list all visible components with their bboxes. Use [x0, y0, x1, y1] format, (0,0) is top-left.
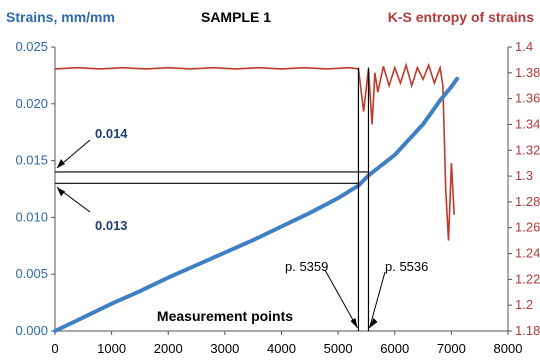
- y-tick-left-label: 0.010: [15, 209, 48, 224]
- y-tick-left-label: 0.000: [15, 323, 48, 338]
- x-tick-label: 1000: [97, 341, 126, 356]
- y-tick-right-label: 1.22: [515, 271, 540, 286]
- y-tick-right-label: 1.36: [515, 91, 540, 106]
- series-entropy-line: [54, 62, 455, 241]
- y-tick-left-label: 0.020: [15, 96, 48, 111]
- annotation-p5536: p. 5536: [385, 259, 428, 274]
- x-tick-label: 0: [51, 341, 58, 356]
- x-tick-label: 2000: [154, 341, 183, 356]
- y-tick-left-label: 0.025: [15, 39, 48, 54]
- arrow-head-0014: [57, 158, 65, 168]
- y-tick-right-label: 1.26: [515, 220, 540, 235]
- left-axis-title: Strains, mm/mm: [6, 9, 115, 25]
- y-tick-right-label: 1.2: [515, 297, 533, 312]
- x-tick-label: 8000: [494, 341, 523, 356]
- arrow-head-p5359: [350, 318, 358, 328]
- x-tick-label: 7000: [437, 341, 466, 356]
- annotation-layer: 0.014 0.013 p. 5359 p. 5536: [55, 67, 428, 331]
- annotation-p5359: p. 5359: [285, 259, 328, 274]
- annotation-0014: 0.014: [95, 126, 128, 141]
- annotation-0013: 0.013: [95, 218, 128, 233]
- right-axis-title: K-S entropy of strains: [388, 9, 534, 25]
- y-tick-right-label: 1.24: [515, 246, 540, 261]
- y-tick-right-label: 1.4: [515, 39, 533, 54]
- series-strain-line: [53, 76, 459, 333]
- y-tick-right-label: 1.38: [515, 65, 540, 80]
- x-tick-label: 5000: [324, 341, 353, 356]
- y-tick-right-label: 1.28: [515, 194, 540, 209]
- y-tick-right-label: 1.3: [515, 168, 533, 183]
- series-layer: [53, 62, 459, 333]
- arrow-head-0013: [57, 187, 65, 197]
- y-tick-left-label: 0.005: [15, 266, 48, 281]
- arrow-head-p5536: [369, 318, 378, 328]
- axes-group: 0.000 0.005 0.010 0.015 0.020 0.025 1.18 1.2 1.2…: [15, 39, 540, 356]
- x-tick-label: 3000: [210, 341, 239, 356]
- y-tick-right-label: 1.34: [515, 116, 540, 131]
- x-tick-label: 4000: [267, 341, 296, 356]
- chart-title: SAMPLE 1: [201, 9, 271, 25]
- arrow-p5359: [324, 269, 358, 329]
- x-tick-label: 6000: [380, 341, 409, 356]
- y-tick-right-label: 1.18: [515, 323, 540, 338]
- arrow-p5536: [368, 271, 386, 329]
- y-tick-right-label: 1.32: [515, 142, 540, 157]
- y-tick-left-label: 0.015: [15, 153, 48, 168]
- x-axis-title: Measurement points: [157, 308, 293, 324]
